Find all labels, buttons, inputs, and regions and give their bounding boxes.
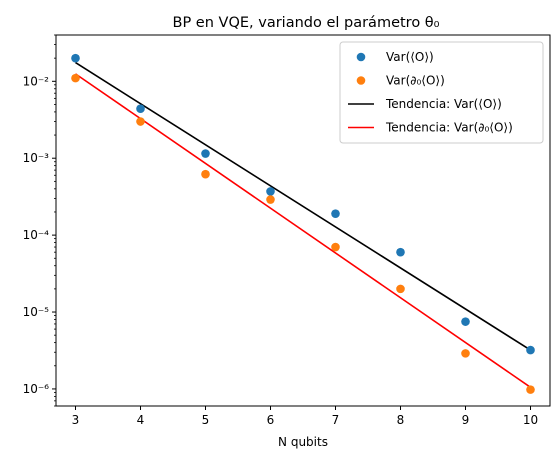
scatter-point <box>136 117 145 126</box>
scatter-point <box>526 385 535 394</box>
x-tick-label: 3 <box>72 413 80 427</box>
x-axis: 3 4 5 6 7 8 9 10 <box>72 406 538 427</box>
x-tick-label: 8 <box>397 413 405 427</box>
x-tick-label: 9 <box>462 413 470 427</box>
y-tick-label: 10⁻⁵ <box>23 305 50 319</box>
x-tick-label: 6 <box>267 413 275 427</box>
scatter-point <box>461 349 470 358</box>
legend-label: Var(⟨O⟩) <box>386 50 434 64</box>
scatter-point <box>266 187 275 196</box>
scatter-point <box>526 345 535 355</box>
plot-frame <box>55 34 551 407</box>
legend: Var(⟨O⟩) Var(∂₀⟨O⟩) Tendencia: Var(⟨O⟩) Ten… <box>339 41 544 144</box>
y-tick-label: 10⁻² <box>23 74 50 88</box>
legend-marker <box>356 52 366 62</box>
scatter-point <box>396 247 405 257</box>
x-tick-label: 5 <box>202 413 210 427</box>
scatter-point <box>396 284 405 294</box>
legend-marker <box>356 76 366 85</box>
chart-title: BP en VQE, variando el parámetro θ₀ <box>173 15 440 31</box>
scatter-point <box>201 169 210 179</box>
scatter-point <box>71 53 80 63</box>
x-tick-label: 10 <box>523 413 538 427</box>
legend-label: Var(∂₀⟨O⟩) <box>386 74 445 88</box>
scatter-point <box>136 104 145 114</box>
trend-line <box>75 61 531 351</box>
legend-label: Tendencia: Var(∂₀⟨O⟩) <box>385 121 513 135</box>
scatter-point <box>461 317 470 326</box>
legend-box <box>339 41 544 144</box>
scatter-point <box>331 242 340 252</box>
scatter-point <box>266 195 275 204</box>
y-tick-label: 10⁻³ <box>23 151 50 165</box>
scatter-point <box>71 73 80 83</box>
y-tick-label: 10⁻⁴ <box>23 228 50 242</box>
trend-line <box>75 73 531 388</box>
x-axis-label: N qubits <box>278 435 328 449</box>
scatter-point <box>201 149 210 158</box>
x-tick-label: 7 <box>332 413 340 427</box>
scatter-point <box>331 209 340 218</box>
series-layer <box>71 53 535 394</box>
legend-label: Tendencia: Var(⟨O⟩) <box>385 97 502 111</box>
y-tick-label: 10⁻⁶ <box>23 382 50 396</box>
x-tick-label: 4 <box>137 413 145 427</box>
